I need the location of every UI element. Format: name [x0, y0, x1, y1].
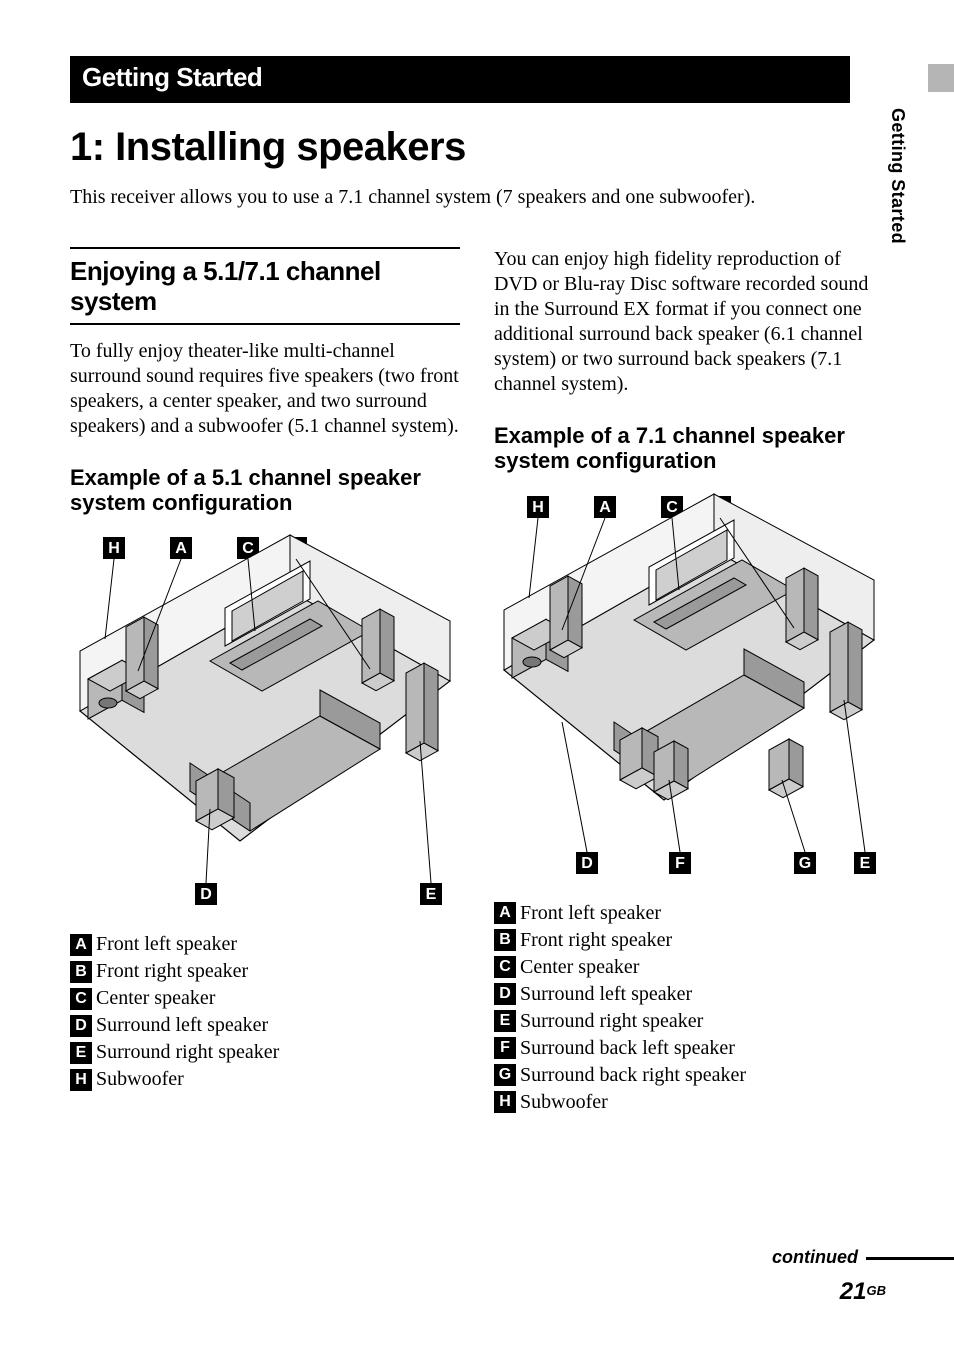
- svg-text:E: E: [426, 886, 437, 903]
- legend-key-box: H: [494, 1091, 516, 1113]
- legend-text: Subwoofer: [520, 1089, 608, 1116]
- body-text-right: You can enjoy high fidelity reproduction…: [494, 247, 884, 397]
- legend-row: HSubwoofer: [494, 1089, 884, 1116]
- legend-key-box: H: [70, 1069, 92, 1091]
- legend-text: Surround back right speaker: [520, 1062, 746, 1089]
- legend-key-box: B: [494, 929, 516, 951]
- svg-text:C: C: [666, 499, 678, 516]
- legend-text: Surround back left speaker: [520, 1035, 735, 1062]
- legend-text: Surround right speaker: [96, 1039, 279, 1066]
- legend-row: BFront right speaker: [70, 958, 460, 985]
- svg-text:A: A: [599, 499, 611, 516]
- svg-text:H: H: [108, 540, 120, 557]
- legend-key-box: E: [494, 1010, 516, 1032]
- legend-71: AFront left speakerBFront right speakerC…: [494, 900, 884, 1116]
- legend-row: BFront right speaker: [494, 927, 884, 954]
- legend-row: CCenter speaker: [70, 985, 460, 1012]
- box-heading-left: Enjoying a 5.1/7.1 channel system: [70, 247, 460, 325]
- legend-row: FSurround back left speaker: [494, 1035, 884, 1062]
- legend-text: Front right speaker: [520, 927, 672, 954]
- legend-row: ESurround right speaker: [70, 1039, 460, 1066]
- svg-text:F: F: [675, 855, 685, 872]
- continued-label: continued: [772, 1247, 858, 1268]
- legend-text: Center speaker: [96, 985, 215, 1012]
- legend-row: AFront left speaker: [70, 931, 460, 958]
- legend-row: DSurround left speaker: [494, 981, 884, 1008]
- legend-text: Surround left speaker: [96, 1012, 268, 1039]
- legend-row: DSurround left speaker: [70, 1012, 460, 1039]
- right-column: You can enjoy high fidelity reproduction…: [494, 247, 884, 1116]
- legend-row: ESurround right speaker: [494, 1008, 884, 1035]
- legend-51: AFront left speakerBFront right speakerC…: [70, 931, 460, 1093]
- legend-key-box: B: [70, 961, 92, 983]
- legend-key-box: F: [494, 1037, 516, 1059]
- continued-rule: [866, 1257, 954, 1260]
- sub-heading-right: Example of a 7.1 channel speaker system …: [494, 423, 884, 474]
- svg-text:C: C: [242, 540, 254, 557]
- legend-text: Center speaker: [520, 954, 639, 981]
- diagram-51: HACBDE: [70, 531, 460, 911]
- legend-text: Subwoofer: [96, 1066, 184, 1093]
- legend-key-box: D: [494, 983, 516, 1005]
- page-number-value: 21: [840, 1278, 867, 1305]
- legend-key-box: C: [494, 956, 516, 978]
- left-column: Enjoying a 5.1/7.1 channel system To ful…: [70, 247, 460, 1116]
- two-columns: Enjoying a 5.1/7.1 channel system To ful…: [70, 247, 884, 1116]
- body-text-left: To fully enjoy theater-like multi-channe…: [70, 339, 460, 439]
- svg-text:G: G: [799, 855, 811, 872]
- svg-text:H: H: [532, 499, 544, 516]
- legend-row: HSubwoofer: [70, 1066, 460, 1093]
- page-content: Getting Started 1: Installing speakers T…: [0, 0, 954, 1116]
- svg-text:D: D: [200, 886, 212, 903]
- page-region: GB: [867, 1283, 887, 1298]
- legend-text: Surround right speaker: [520, 1008, 703, 1035]
- legend-key-box: C: [70, 988, 92, 1010]
- legend-text: Front left speaker: [96, 931, 237, 958]
- legend-row: CCenter speaker: [494, 954, 884, 981]
- diagram-71: HACBDFGE: [494, 490, 884, 880]
- section-header: Getting Started: [70, 56, 850, 103]
- intro-text: This receiver allows you to use a 7.1 ch…: [70, 186, 850, 209]
- svg-text:D: D: [581, 855, 593, 872]
- legend-row: GSurround back right speaker: [494, 1062, 884, 1089]
- legend-key-box: A: [70, 934, 92, 956]
- legend-text: Front left speaker: [520, 900, 661, 927]
- legend-text: Front right speaker: [96, 958, 248, 985]
- legend-key-box: A: [494, 902, 516, 924]
- legend-key-box: G: [494, 1064, 516, 1086]
- legend-key-box: D: [70, 1015, 92, 1037]
- svg-text:A: A: [175, 540, 187, 557]
- page-title: 1: Installing speakers: [70, 125, 884, 170]
- sub-heading-left: Example of a 5.1 channel speaker system …: [70, 465, 460, 516]
- legend-row: AFront left speaker: [494, 900, 884, 927]
- legend-text: Surround left speaker: [520, 981, 692, 1008]
- svg-text:E: E: [860, 855, 871, 872]
- legend-key-box: E: [70, 1042, 92, 1064]
- page-number: 21GB: [840, 1278, 886, 1306]
